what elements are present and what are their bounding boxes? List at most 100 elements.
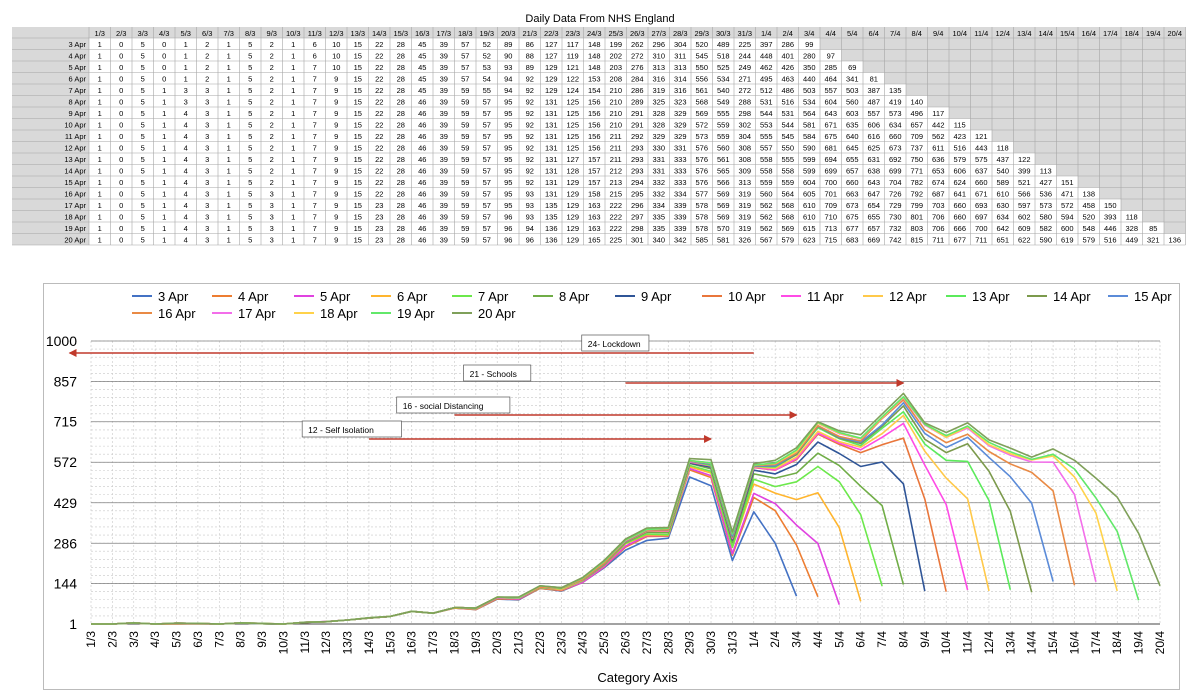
table-cell: 156	[588, 132, 601, 141]
table-cell: 521	[1018, 178, 1031, 187]
table-cell: 0	[119, 86, 123, 95]
table-cell: 0	[119, 178, 123, 187]
table-cell: 129	[545, 75, 558, 84]
table-cell: 28	[397, 86, 405, 95]
table-cell: 148	[588, 63, 601, 72]
table-cell: 96	[504, 213, 512, 222]
table-cell: 57	[461, 75, 469, 84]
table-cell: 5	[248, 201, 252, 210]
table-cell: 4	[184, 178, 188, 187]
legend-label: 7 Apr	[478, 289, 509, 304]
table-cell: 276	[631, 63, 644, 72]
table-cell: 1	[98, 155, 102, 164]
table-cell: 22	[375, 167, 383, 176]
table-cell: 94	[526, 224, 534, 233]
table-cell: 332	[652, 190, 665, 199]
table-column-header: 13/4	[1017, 29, 1032, 38]
table-cell: 562	[760, 224, 773, 233]
table-cell: 560	[846, 98, 859, 107]
table-cell: 2	[270, 178, 274, 187]
table-cell: 5	[141, 155, 145, 164]
table-cell: 584	[803, 132, 816, 141]
table-cell: 22	[375, 75, 383, 84]
table-cell: 3	[205, 236, 209, 245]
table-cell: 304	[674, 40, 687, 49]
table-cell: 559	[781, 178, 794, 187]
table-column-header: 4/4	[826, 29, 836, 38]
table-cell: 138	[1082, 190, 1095, 199]
table-cell: 557	[867, 109, 880, 118]
table-cell: 22	[375, 52, 383, 61]
table-cell: 582	[1039, 224, 1052, 233]
table-cell: 5	[141, 178, 145, 187]
table-cell: 564	[781, 190, 794, 199]
table-cell: 0	[119, 144, 123, 153]
sheet-title: Daily Data From NHS England	[525, 13, 675, 25]
table-cell: 115	[954, 121, 966, 130]
x-tick-label: 20/3	[490, 631, 504, 655]
table-cell: 46	[418, 224, 426, 233]
table-cell: 1	[291, 213, 295, 222]
table-cell: 97	[827, 52, 835, 61]
table-cell: 1	[227, 109, 231, 118]
table-cell: 5	[141, 52, 145, 61]
table-cell: 699	[824, 167, 837, 176]
x-tick-label: 5/3	[170, 631, 184, 648]
table-cell: 286	[781, 40, 794, 49]
table-cell: 1	[98, 190, 102, 199]
table-cell: 575	[975, 155, 988, 164]
table-cell: 333	[674, 167, 687, 176]
table-cell: 272	[738, 86, 751, 95]
table-cell: 550	[695, 63, 708, 72]
table-cell: 657	[910, 121, 923, 130]
table-cell: 1	[162, 213, 166, 222]
table-cell: 555	[760, 132, 773, 141]
table-row-label: 3 Apr	[68, 40, 86, 49]
table-cell: 1	[184, 75, 188, 84]
table-cell: 681	[824, 144, 837, 153]
table-cell: 559	[717, 132, 730, 141]
table-cell: 131	[545, 155, 558, 164]
table-cell: 1	[98, 144, 102, 153]
y-tick-label: 1000	[46, 333, 77, 349]
table-cell: 0	[119, 201, 123, 210]
x-tick-label: 1/4	[747, 631, 761, 648]
table-cell: 4	[184, 224, 188, 233]
table-cell: 4	[184, 213, 188, 222]
table-cell: 57	[461, 40, 469, 49]
table-cell: 124	[566, 86, 579, 95]
table-cell: 57	[483, 155, 491, 164]
table-cell: 1	[184, 63, 188, 72]
table-cell: 580	[1039, 213, 1052, 222]
table-cell: 706	[932, 224, 945, 233]
table-cell: 308	[738, 155, 751, 164]
table-cell: 222	[609, 201, 622, 210]
table-cell: 671	[975, 190, 988, 199]
table-cell: 730	[889, 213, 902, 222]
table-cell: 737	[910, 144, 923, 153]
table-cell: 573	[889, 109, 902, 118]
table-cell: 3	[205, 144, 209, 153]
table-cell: 577	[695, 190, 708, 199]
table-cell: 1	[291, 40, 295, 49]
table-cell: 28	[397, 236, 405, 245]
table-cell: 45	[418, 75, 426, 84]
table-cell: 625	[867, 144, 880, 153]
table-cell: 1	[162, 190, 166, 199]
table-cell: 271	[738, 75, 751, 84]
table-cell: 131	[545, 98, 558, 107]
table-cell: 2	[270, 167, 274, 176]
table-cell: 92	[526, 144, 534, 153]
table-cell: 534	[803, 98, 816, 107]
table-cell: 545	[695, 52, 708, 61]
table-cell: 5	[141, 213, 145, 222]
legend-item: 18 Apr	[294, 306, 358, 321]
table-cell: 52	[483, 40, 491, 49]
legend-label: 17 Apr	[238, 306, 276, 321]
table-cell: 57	[483, 178, 491, 187]
legend-item: 14 Apr	[1027, 289, 1091, 304]
table-cell: 660	[975, 178, 988, 187]
table-cell: 22	[375, 63, 383, 72]
table-cell: 1	[227, 86, 231, 95]
legend-item: 12 Apr	[863, 289, 927, 304]
